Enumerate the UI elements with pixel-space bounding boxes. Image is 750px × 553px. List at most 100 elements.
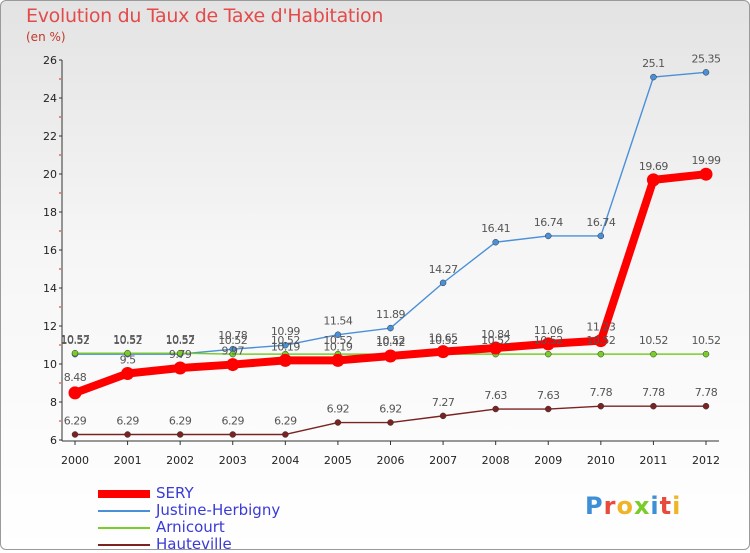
data-label-arnicourt: 10.57 xyxy=(113,333,142,346)
data-label-arnicourt: 10.52 xyxy=(376,334,405,347)
logo-letter: r xyxy=(603,492,617,520)
data-label-hauteville: 6.29 xyxy=(222,414,245,427)
chart-title: Evolution du Taux de Taxe d'Habitation xyxy=(26,5,384,27)
data-label-hauteville: 7.78 xyxy=(642,386,665,399)
data-label-justine-herbigny: 10.78 xyxy=(218,329,247,342)
proxiti-logo: Proxiti xyxy=(585,492,681,520)
data-point-arnicourt xyxy=(702,350,710,358)
data-point-sery xyxy=(489,341,503,355)
data-point-hauteville xyxy=(71,431,79,438)
data-point-hauteville xyxy=(439,412,447,420)
x-tick-label: 2005 xyxy=(324,454,352,467)
data-point-hauteville xyxy=(282,431,289,438)
data-point-sery xyxy=(646,173,660,187)
data-label-sery: 8.48 xyxy=(64,371,87,384)
chart-subtitle: (en %) xyxy=(26,30,66,44)
data-point-hauteville xyxy=(334,419,342,426)
data-label-hauteville: 7.78 xyxy=(695,386,718,399)
data-point-hauteville xyxy=(702,402,710,410)
data-point-justine-herbigny xyxy=(545,232,552,240)
data-label-sery: 10.65 xyxy=(429,332,458,345)
data-label-hauteville: 6.29 xyxy=(116,414,139,427)
data-point-sery xyxy=(699,167,713,181)
data-point-hauteville xyxy=(387,419,394,426)
data-label-sery: 11.06 xyxy=(534,324,563,337)
logo-letter: i xyxy=(650,492,660,520)
legend-swatch xyxy=(98,510,150,512)
data-point-hauteville xyxy=(176,431,184,438)
data-label-arnicourt: 10.52 xyxy=(429,334,458,347)
data-label-justine-herbigny: 16.74 xyxy=(534,216,563,229)
data-point-sery xyxy=(384,349,397,363)
data-point-sery xyxy=(594,334,608,348)
data-label-hauteville: 7.78 xyxy=(590,386,613,399)
logo-letter: x xyxy=(633,492,651,520)
data-point-justine-herbigny xyxy=(439,279,447,287)
logo-letter: P xyxy=(585,492,604,520)
data-label-sery: 10.84 xyxy=(481,328,510,341)
data-label-arnicourt: 10.52 xyxy=(323,334,352,347)
data-label-hauteville: 7.63 xyxy=(537,389,560,402)
x-tick-label: 2002 xyxy=(166,454,194,467)
data-label-sery: 11.23 xyxy=(586,321,615,334)
y-tick-label: 12 xyxy=(43,320,57,333)
data-point-sery xyxy=(68,386,82,400)
data-point-justine-herbigny xyxy=(334,331,342,338)
y-tick-label: 16 xyxy=(43,244,57,257)
data-label-arnicourt: 10.52 xyxy=(639,334,668,347)
data-label-hauteville: 6.29 xyxy=(64,414,87,427)
data-label-justine-herbigny: 25.35 xyxy=(692,52,721,65)
data-label-hauteville: 7.63 xyxy=(484,389,507,402)
y-tick-label: 6 xyxy=(50,434,57,447)
logo-letter: t xyxy=(659,492,673,520)
y-tick-label: 22 xyxy=(43,130,57,143)
y-tick-label: 14 xyxy=(43,282,57,295)
x-tick-label: 2004 xyxy=(271,454,299,467)
logo-letter: o xyxy=(616,492,634,520)
data-point-justine-herbigny xyxy=(597,232,605,240)
data-point-justine-herbigny xyxy=(387,324,394,332)
data-point-sery xyxy=(436,345,450,359)
data-point-justine-herbigny xyxy=(492,238,499,246)
y-tick-label: 18 xyxy=(43,206,57,219)
data-point-sery xyxy=(121,367,135,380)
data-label-hauteville: 6.92 xyxy=(327,403,350,416)
data-point-hauteville xyxy=(597,402,605,410)
legend-swatch xyxy=(98,544,150,546)
x-tick-label: 2012 xyxy=(692,454,720,467)
data-point-hauteville xyxy=(124,431,131,438)
x-tick-label: 2010 xyxy=(587,454,615,467)
data-label-arnicourt: 10.52 xyxy=(586,334,615,347)
data-label-sery: 10.19 xyxy=(271,340,300,353)
data-point-arnicourt xyxy=(229,350,236,358)
data-label-justine-herbigny: 10.52 xyxy=(113,334,142,347)
data-point-arnicourt xyxy=(124,349,131,357)
data-point-hauteville xyxy=(545,405,552,413)
data-label-justine-herbigny: 14.27 xyxy=(429,263,458,276)
x-tick-label: 2000 xyxy=(61,454,89,467)
data-label-justine-herbigny: 10.52 xyxy=(166,334,195,347)
data-point-hauteville xyxy=(492,405,499,413)
data-point-sery xyxy=(278,353,292,367)
data-label-justine-herbigny: 25.1 xyxy=(642,57,665,70)
y-tick-label: 26 xyxy=(43,54,57,67)
data-point-arnicourt xyxy=(71,349,79,357)
x-tick-label: 2009 xyxy=(534,454,562,467)
data-label-justine-herbigny: 16.41 xyxy=(481,222,510,235)
y-tick-label: 8 xyxy=(50,396,57,409)
legend-label: Arnicourt xyxy=(156,518,225,536)
logo-letter: i xyxy=(672,492,682,520)
data-label-justine-herbigny: 10.52 xyxy=(61,334,90,347)
data-point-hauteville xyxy=(229,431,236,438)
data-point-sery xyxy=(541,337,555,351)
data-label-arnicourt: 10.52 xyxy=(271,334,300,347)
data-label-arnicourt: 10.52 xyxy=(218,334,247,347)
data-label-sery: 10.42 xyxy=(376,336,405,349)
data-point-justine-herbigny xyxy=(282,341,289,349)
data-label-arnicourt: 10.52 xyxy=(534,334,563,347)
x-tick-label: 2006 xyxy=(377,454,405,467)
legend-label: SERY xyxy=(156,484,194,502)
data-label-arnicourt: 10.52 xyxy=(481,334,510,347)
legend-swatch xyxy=(98,490,150,498)
